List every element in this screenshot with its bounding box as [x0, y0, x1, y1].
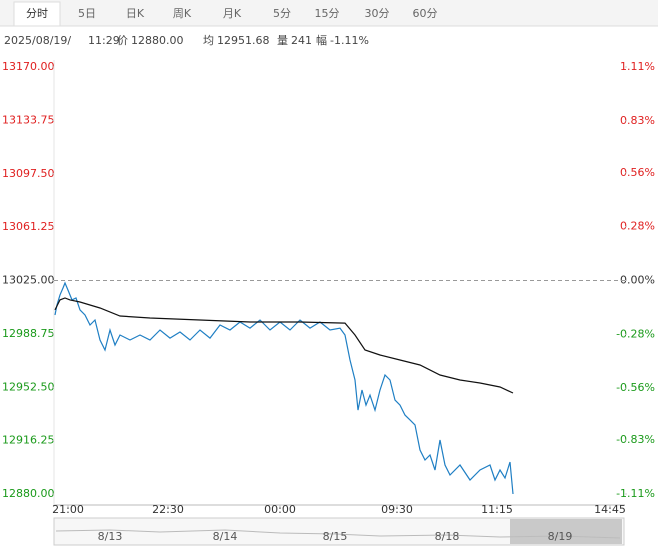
info-time: 11:29: [88, 34, 120, 47]
info-change-label: 幅: [316, 34, 327, 47]
y-tick-label: 13133.75: [2, 113, 55, 126]
info-avg-label: 均: [203, 34, 214, 47]
tab[interactable]: 日K: [126, 7, 145, 20]
y-tick-label: 12988.75: [2, 327, 55, 340]
info-vol: 241: [291, 34, 312, 47]
y-tick-label: 13061.25: [2, 220, 55, 233]
info-date: 2025/08/19/: [4, 34, 71, 47]
x-tick-label: 11:15: [481, 503, 513, 516]
y2-tick-label: 0.00%: [620, 274, 655, 287]
y2-tick-label: -0.83%: [616, 433, 655, 446]
y-tick-label: 13025.00: [2, 274, 55, 287]
series-line: [54, 281, 514, 495]
y2-tick-label: 0.83%: [620, 114, 655, 127]
navigator-selection[interactable]: [510, 519, 622, 544]
tab[interactable]: 分时: [26, 7, 48, 20]
y2-tick-label: -1.11%: [616, 487, 655, 500]
tab[interactable]: 30分: [365, 7, 390, 20]
navigator-date: 8/15: [323, 530, 348, 543]
tab-bar: [0, 0, 658, 26]
x-tick-label: 21:00: [52, 503, 84, 516]
navigator-date: 8/13: [98, 530, 123, 543]
y2-tick-label: 0.56%: [620, 166, 655, 179]
info-avg: 12951.68: [217, 34, 270, 47]
info-price: 12880.00: [131, 34, 184, 47]
active-tab-bg: [13, 1, 61, 27]
tab[interactable]: 5日: [78, 7, 96, 20]
navigator-date: 8/18: [435, 530, 460, 543]
tab[interactable]: 60分: [413, 7, 438, 20]
y-tick-label: 12952.50: [2, 380, 55, 393]
y2-tick-label: 1.11%: [620, 60, 655, 73]
y-tick-label: 12916.25: [2, 434, 55, 447]
x-tick-label: 00:00: [264, 503, 296, 516]
y2-tick-label: -0.56%: [616, 381, 655, 394]
y-tick-label: 13170.00: [2, 60, 55, 73]
info-price-label: 价: [117, 34, 128, 47]
tab[interactable]: 5分: [273, 7, 291, 20]
navigator-date: 8/19: [548, 530, 573, 543]
x-tick-label: 22:30: [152, 503, 184, 516]
tab[interactable]: 周K: [173, 7, 192, 20]
y2-tick-label: 0.28%: [620, 220, 655, 233]
x-tick-label: 09:30: [381, 503, 413, 516]
series-line: [54, 297, 514, 394]
x-tick-label: 14:45: [594, 503, 626, 516]
info-vol-label: 量: [277, 34, 288, 47]
tab[interactable]: 月K: [223, 7, 242, 20]
tab[interactable]: 15分: [315, 7, 340, 20]
y2-tick-label: -0.28%: [616, 327, 655, 340]
info-change: -1.11%: [330, 34, 369, 47]
y-tick-label: 13097.50: [2, 167, 55, 180]
y-tick-label: 12880.00: [2, 487, 55, 500]
navigator-date: 8/14: [213, 530, 238, 543]
